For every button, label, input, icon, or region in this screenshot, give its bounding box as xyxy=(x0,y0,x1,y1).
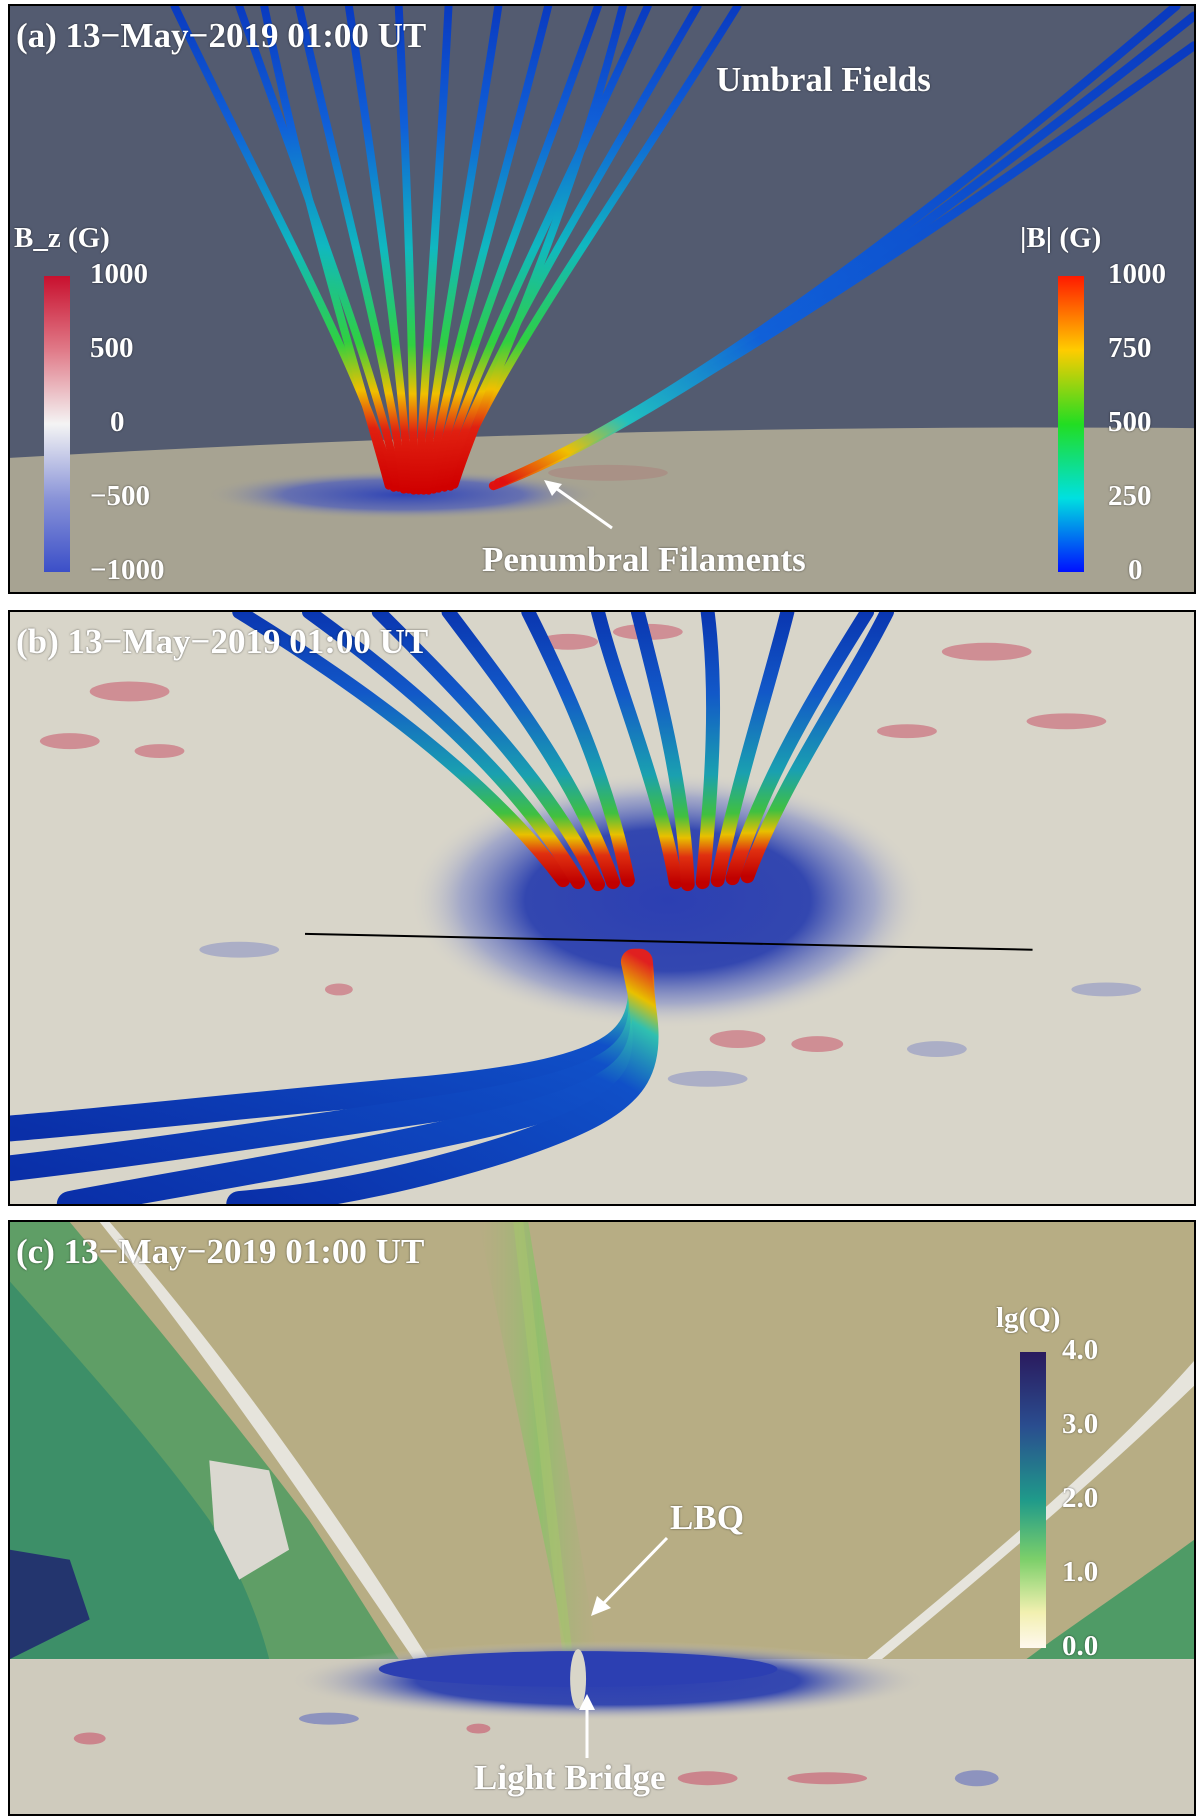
lbq-label: LBQ xyxy=(670,1498,744,1537)
panel-c-title: (c) 13−May−2019 01:00 UT xyxy=(16,1232,425,1271)
penumbral-filaments-label: Penumbral Filaments xyxy=(482,540,806,579)
penumbral-arrow xyxy=(544,480,613,530)
lgq-tick-2: 2.0 xyxy=(1062,1482,1099,1514)
panel-a-field-lines-render xyxy=(10,6,1194,592)
lgq-colorbar-title: lg(Q) xyxy=(996,1302,1061,1334)
light-bridge-arrow xyxy=(579,1694,595,1758)
umbral-fields-label: Umbral Fields xyxy=(716,60,931,99)
lgq-tick-0: 0.0 xyxy=(1062,1630,1099,1662)
bz-tick-0: 0 xyxy=(110,406,125,438)
b-colorbar-title: |B| (G) xyxy=(1020,222,1102,254)
bz-colorbar xyxy=(44,276,70,572)
lgq-tick-1: 1.0 xyxy=(1062,1556,1099,1588)
lgq-tick-4: 4.0 xyxy=(1062,1334,1099,1366)
b-tick-500: 500 xyxy=(1108,406,1152,438)
bz-tick-neg1000: −1000 xyxy=(90,554,165,586)
panel-c-q-map-render xyxy=(10,1222,1194,1814)
b-tick-750: 750 xyxy=(1108,332,1152,364)
panel-b-field-lines-render xyxy=(10,612,1194,1204)
panel-a: (a) 13−May−2019 01:00 UT Umbral Fields P… xyxy=(8,4,1196,594)
bz-tick-1000: 1000 xyxy=(90,258,148,290)
light-bridge-label: Light Bridge xyxy=(474,1758,666,1797)
b-tick-250: 250 xyxy=(1108,480,1152,512)
panel-b-title: (b) 13−May−2019 01:00 UT xyxy=(16,622,429,661)
lgq-colorbar xyxy=(1020,1352,1046,1648)
bz-tick-neg500: −500 xyxy=(90,480,151,512)
b-tick-1000: 1000 xyxy=(1108,258,1166,290)
panel-c: (c) 13−May−2019 01:00 UT LBQ Light Bridg… xyxy=(8,1220,1196,1816)
bz-tick-500: 500 xyxy=(90,332,134,364)
b-colorbar xyxy=(1058,276,1084,572)
lgq-tick-3: 3.0 xyxy=(1062,1408,1099,1440)
panel-b: (b) 13−May−2019 01:00 UT xyxy=(8,610,1196,1206)
b-tick-0: 0 xyxy=(1128,554,1143,586)
lbq-arrow xyxy=(591,1536,669,1616)
bz-colorbar-title: B_z (G) xyxy=(14,222,110,254)
panel-a-title: (a) 13−May−2019 01:00 UT xyxy=(16,16,427,55)
